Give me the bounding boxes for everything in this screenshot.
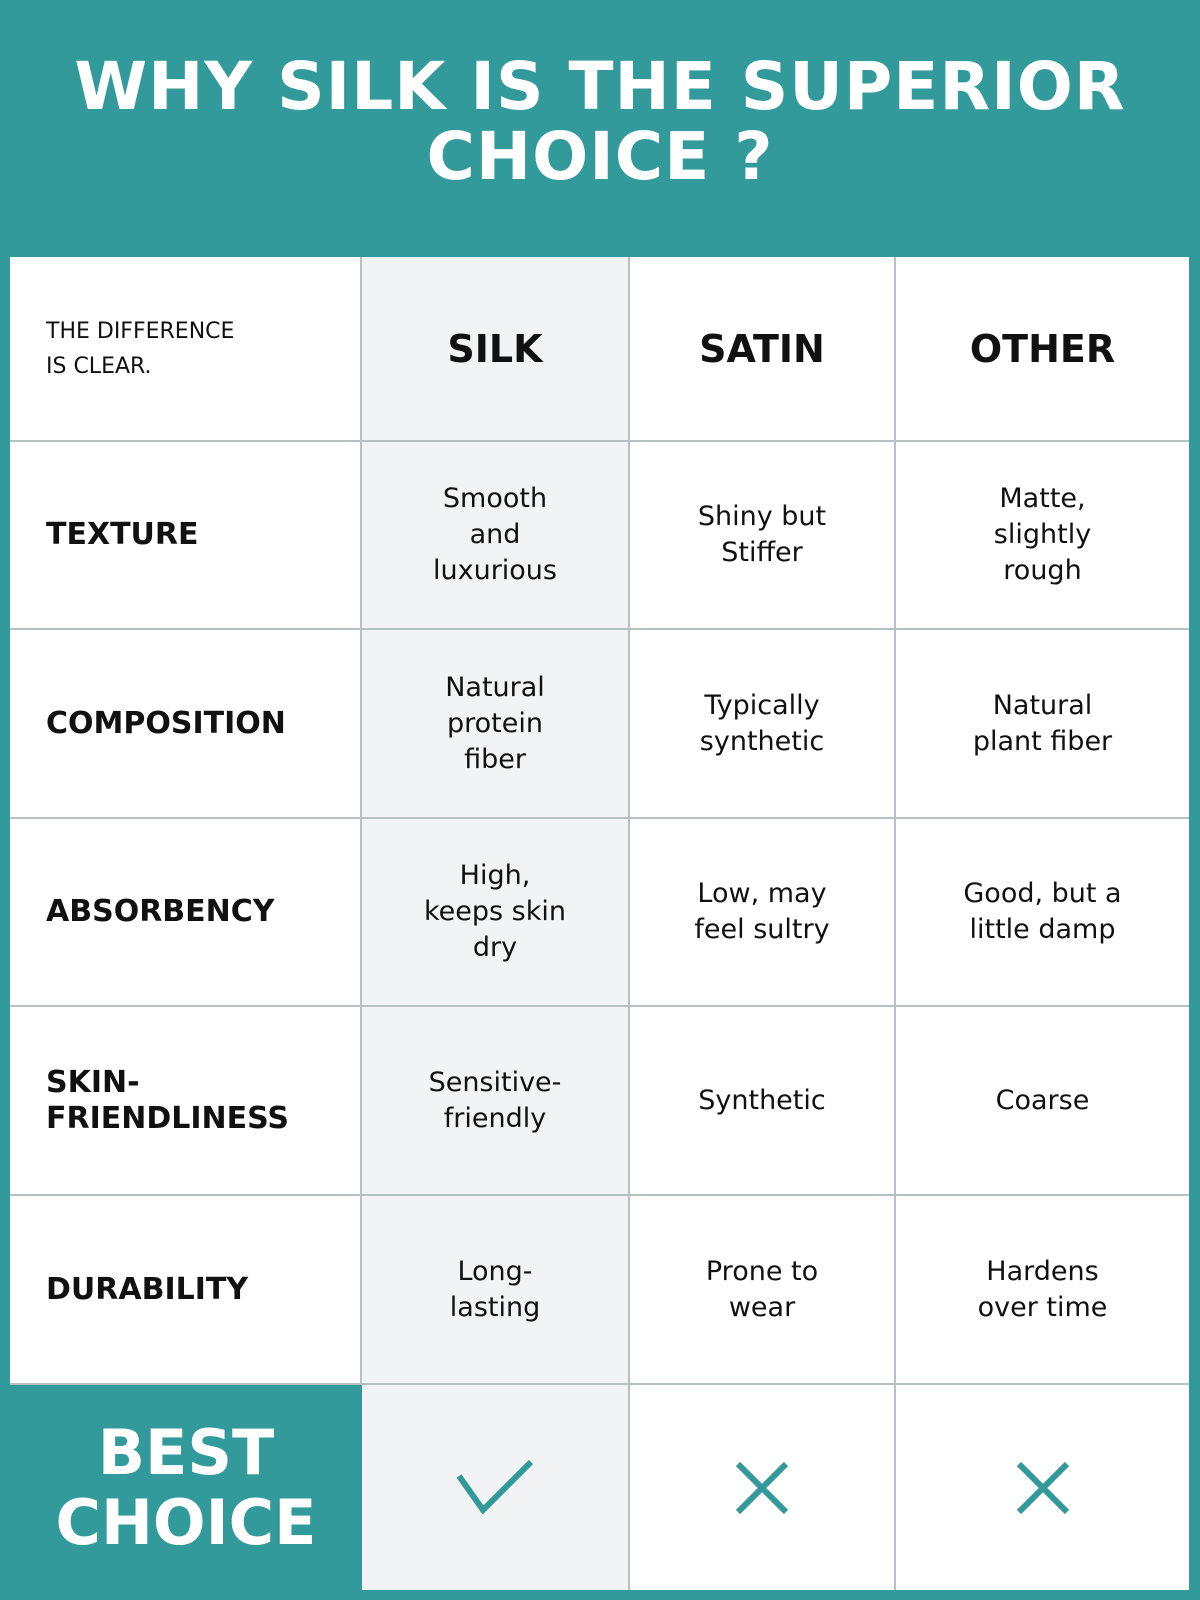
column-header-other: OTHER — [896, 257, 1189, 442]
x-icon — [735, 1461, 789, 1514]
row-label: ABSORBENCY — [10, 819, 362, 1007]
table-cell: Prone to wear — [630, 1196, 896, 1385]
table-cell: Low, may feel sultry — [630, 819, 896, 1007]
row-label: TEXTURE — [10, 442, 362, 630]
best-choice-cell — [362, 1385, 630, 1590]
table-cell: Long-lasting — [362, 1196, 630, 1385]
table-cell: Coarse — [896, 1007, 1189, 1196]
comparison-table: THE DIFFERENCE IS CLEAR. SILK SATIN OTHE… — [10, 257, 1189, 1590]
page-title: WHY SILK IS THE SUPERIOR CHOICE ? — [74, 48, 1126, 195]
table-cell: Sensitive-friendly — [362, 1007, 630, 1196]
table-cell: Smooth and luxurious — [362, 442, 630, 630]
best-choice-label: BEST CHOICE — [10, 1385, 362, 1590]
row-label: SKIN-FRIENDLINESS — [10, 1007, 362, 1196]
table-cell: Typically synthetic — [630, 630, 896, 819]
column-header-silk: SILK — [362, 257, 630, 442]
table-cell: Synthetic — [630, 1007, 896, 1196]
row-label: COMPOSITION — [10, 630, 362, 819]
table-cell: Good, but a little damp — [896, 819, 1189, 1007]
x-icon — [1016, 1461, 1069, 1514]
best-choice-cell — [896, 1385, 1189, 1590]
table-cell: High, keeps skin dry — [362, 819, 630, 1007]
row-label: DURABILITY — [10, 1196, 362, 1385]
table-cell: Matte, slightly rough — [896, 442, 1189, 630]
table-cell: Natural plant fiber — [896, 630, 1189, 819]
table-cell: Shiny but Stiffer — [630, 442, 896, 630]
table-cell: Natural protein fiber — [362, 630, 630, 819]
check-icon — [456, 1459, 534, 1515]
corner-label: THE DIFFERENCE IS CLEAR. — [10, 257, 362, 442]
column-header-satin: SATIN — [630, 257, 896, 442]
table-cell: Hardens over time — [896, 1196, 1189, 1385]
best-choice-cell — [630, 1385, 896, 1590]
